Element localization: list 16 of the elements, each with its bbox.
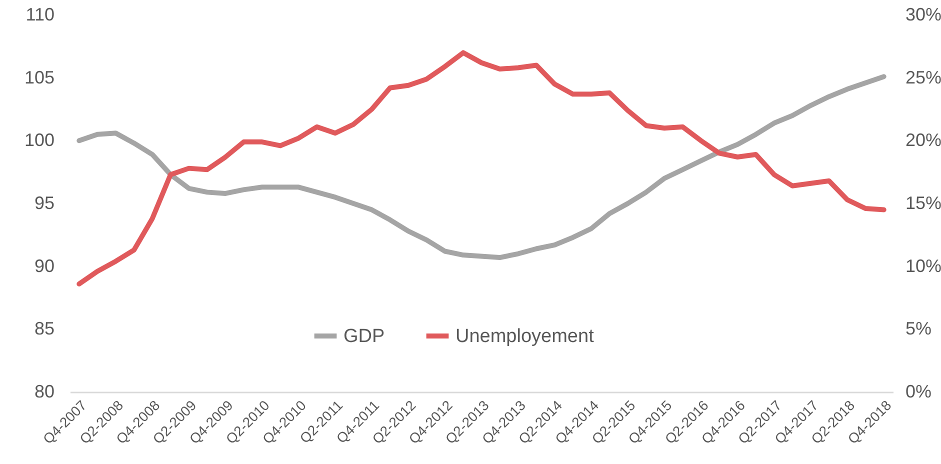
y-tick-label: 105 bbox=[24, 67, 54, 88]
y-tick-label: 80 bbox=[34, 382, 54, 402]
y2-tick-label: 5% bbox=[906, 318, 932, 339]
y-tick-label: 110 bbox=[26, 4, 54, 24]
y2-tick-label: 0% bbox=[906, 382, 932, 402]
y-tick-label: 95 bbox=[34, 193, 54, 213]
y2-tick-label: 20% bbox=[906, 130, 941, 150]
y-tick-label: 90 bbox=[34, 256, 54, 276]
y-tick-label: 85 bbox=[34, 318, 54, 339]
y2-tick-label: 25% bbox=[906, 67, 941, 88]
y2-tick-label: 30% bbox=[906, 4, 941, 24]
y-tick-label: 100 bbox=[24, 130, 54, 150]
legend-label: GDP bbox=[344, 326, 385, 347]
legend-label: Unemployement bbox=[456, 326, 595, 347]
y2-tick-label: 15% bbox=[906, 193, 941, 213]
y2-tick-label: 10% bbox=[906, 256, 941, 276]
